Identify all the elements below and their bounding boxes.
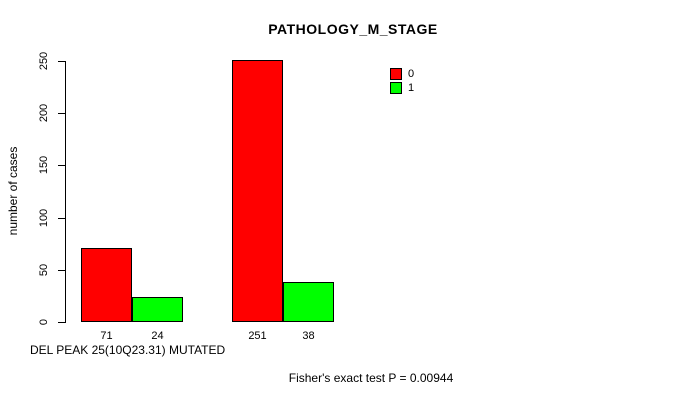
bar-value-label: 251 xyxy=(248,330,267,342)
y-tick-label: 0 xyxy=(38,318,50,326)
y-tick-label: 200 xyxy=(38,103,50,123)
chart-title: PATHOLOGY_M_STAGE xyxy=(268,21,438,37)
legend-label: 1 xyxy=(408,82,415,94)
bar-value-label: 24 xyxy=(151,330,164,342)
y-axis-title: number of cases xyxy=(6,146,20,236)
bar-value-label: 38 xyxy=(302,330,315,342)
y-tick-label: 100 xyxy=(38,208,50,228)
bar-value-label: 71 xyxy=(100,330,113,342)
y-axis-line xyxy=(65,61,66,323)
legend-swatch-icon xyxy=(390,82,402,94)
bar-series-1-group-1 xyxy=(283,282,334,322)
bar-series-0-group-0 xyxy=(81,248,132,322)
y-tick-label: 50 xyxy=(38,263,50,277)
legend-swatch-icon xyxy=(390,68,402,80)
y-tick xyxy=(58,322,65,323)
legend-row: 0 xyxy=(390,67,414,81)
y-tick-label: 150 xyxy=(38,155,50,175)
legend-label: 0 xyxy=(408,68,415,80)
bar-series-0-group-1 xyxy=(232,60,283,322)
y-tick xyxy=(58,165,65,166)
bar-series-1-group-0 xyxy=(132,297,183,322)
x-axis-title: DEL PEAK 25(10Q23.31) MUTATED xyxy=(30,343,226,357)
legend-row: 1 xyxy=(390,81,414,95)
y-tick xyxy=(58,270,65,271)
y-tick xyxy=(58,218,65,219)
annotation-text: Fisher's exact test P = 0.00944 xyxy=(288,371,454,385)
y-tick-label: 250 xyxy=(38,51,50,71)
y-tick xyxy=(58,113,65,114)
y-tick xyxy=(58,61,65,62)
